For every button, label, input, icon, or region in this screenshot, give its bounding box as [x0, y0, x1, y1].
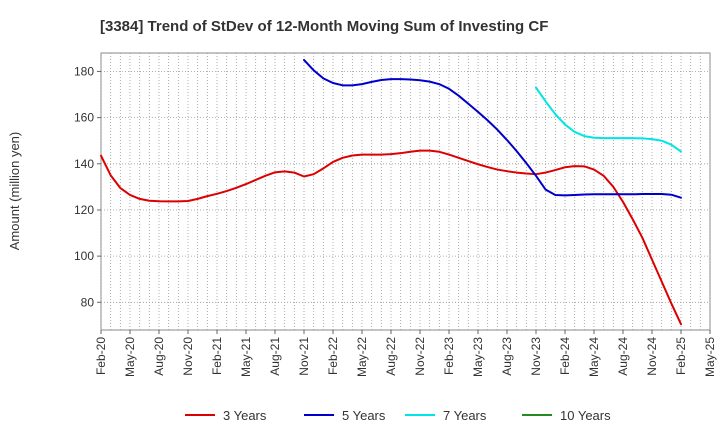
x-tick-label: Feb-24	[558, 337, 572, 375]
x-tick-label: May-21	[239, 337, 253, 377]
x-tick-label: Feb-22	[326, 337, 340, 375]
x-tick-label: Nov-21	[297, 337, 311, 376]
x-tick-label: Nov-22	[413, 337, 427, 376]
series-line-3-years	[100, 149, 682, 326]
x-tick-label: May-22	[355, 337, 369, 377]
x-tick-label: May-24	[587, 337, 601, 377]
y-tick-label: 180	[74, 64, 94, 78]
x-tick-label: Feb-21	[210, 337, 224, 375]
series-line-5-years	[303, 58, 682, 199]
x-tick-label: Aug-22	[384, 337, 398, 376]
legend-item-7-years: 7 Years	[405, 408, 487, 423]
series-layer	[100, 58, 682, 326]
y-tick-label: 100	[74, 249, 94, 263]
y-tick-label: 120	[74, 203, 94, 217]
legend-label: 5 Years	[342, 408, 386, 423]
x-tick-label: Feb-25	[674, 337, 688, 375]
legend: 3 Years 5 Years 7 Years 10 Years	[185, 408, 611, 423]
x-tick-label: Aug-24	[616, 337, 630, 376]
x-tick-label: May-25	[703, 337, 717, 377]
x-tick-label: May-23	[471, 337, 485, 377]
legend-item-3-years: 3 Years	[185, 408, 267, 423]
x-tick-label: Aug-20	[152, 337, 166, 376]
y-tick-label: 80	[81, 295, 95, 309]
x-tick-label: Feb-23	[442, 337, 456, 375]
x-tick-label: Aug-21	[268, 337, 282, 376]
y-axis: 80 100 120 140 160 180	[74, 64, 101, 309]
plot-area	[100, 52, 711, 331]
chart-title: [3384] Trend of StDev of 12-Month Moving…	[100, 18, 548, 35]
grid	[100, 53, 711, 330]
y-axis-label: Amount (million yen)	[7, 132, 22, 251]
x-tick-label: Feb-20	[94, 337, 108, 375]
y-tick-label: 140	[74, 157, 94, 171]
x-tick-label: Nov-23	[529, 337, 543, 376]
x-tick-label: Nov-20	[181, 337, 195, 376]
legend-label: 7 Years	[443, 408, 487, 423]
x-tick-label: May-20	[123, 337, 137, 377]
legend-item-10-years: 10 Years	[522, 408, 611, 423]
x-tick-label: Nov-24	[645, 337, 659, 376]
legend-item-5-years: 5 Years	[304, 408, 386, 423]
x-axis: Feb-20 May-20 Aug-20 Nov-20 Feb-21 May-21 Aug-…	[94, 330, 717, 377]
x-tick-label: Aug-23	[500, 337, 514, 376]
legend-label: 10 Years	[560, 408, 611, 423]
legend-label: 3 Years	[223, 408, 267, 423]
y-tick-label: 160	[74, 111, 94, 125]
series-line-7-years	[535, 86, 682, 153]
